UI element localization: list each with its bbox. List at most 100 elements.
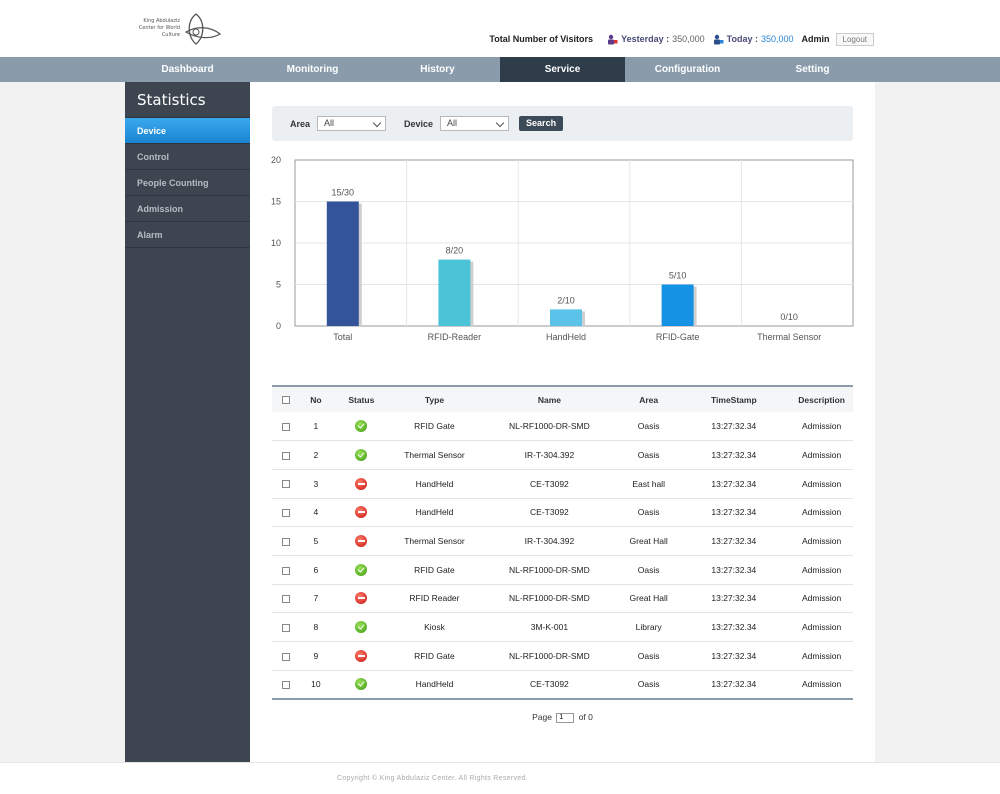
area-select-value: All [324, 118, 335, 128]
main-content: Area All Device All Search 0 5 10 15 20 15/30… [250, 82, 875, 762]
main-nav-items: Dashboard Monitoring History Service Con… [125, 57, 875, 82]
nav-item-dashboard[interactable]: Dashboard [161, 64, 214, 75]
cell-name: NL-RF1000-DR-SMD [509, 421, 590, 432]
row-select-cell [272, 441, 299, 470]
table-row[interactable]: 4 HandHeld CE-T3092 Oasis 13:27:32.34 Admissi… [272, 498, 853, 527]
nav-item-monitoring[interactable]: Monitoring [286, 64, 339, 75]
row-select-cell [272, 642, 299, 671]
nav-item-setting[interactable]: Setting [795, 64, 830, 75]
cell-desc: Admission [802, 478, 842, 489]
cell-area: Oasis [637, 507, 660, 518]
cell-type: Kiosk [424, 622, 445, 633]
today-label: Today : [726, 34, 758, 44]
logout-button[interactable]: Logout [835, 32, 874, 46]
x-tick-label: HandHeld [546, 332, 586, 342]
data-label: 5/10 [669, 271, 687, 281]
search-button[interactable]: Search [519, 116, 564, 131]
logo[interactable]: King Abdulaziz Center for World Culture [124, 12, 224, 46]
cell-no: 6 [313, 564, 319, 575]
logo-text-line2: Center for World Culture [138, 25, 180, 38]
status-ok-icon [355, 563, 368, 576]
cell-ts: 13:27:32.34 [711, 507, 757, 518]
table-row[interactable]: 8 Kiosk 3M-K-001 Library 13:27:32.34 Admissio… [272, 613, 853, 642]
row-checkbox[interactable] [281, 566, 290, 575]
cell-area: Oasis [637, 450, 660, 461]
row-checkbox[interactable] [281, 652, 290, 661]
cell-ts: 13:27:32.34 [711, 593, 757, 604]
table-row[interactable]: 9 RFID Gate NL-RF1000-DR-SMD Oasis 13:27:32.… [272, 642, 853, 671]
device-select-value: All [447, 118, 458, 128]
row-select-cell [272, 469, 299, 498]
filter-bar: Area All Device All Search [272, 106, 853, 141]
col-description: Description [798, 394, 845, 405]
user-name: Admin [801, 34, 830, 44]
cell-type: RFID Reader [409, 593, 460, 604]
status-error-icon [355, 535, 368, 548]
cell-status [333, 441, 390, 470]
table-row[interactable]: 6 RFID Gate NL-RF1000-DR-SMD Oasis 13:27:32.… [272, 555, 853, 585]
page-input[interactable] [556, 712, 575, 723]
sidebar-item-people-counting[interactable]: People Counting [125, 170, 250, 196]
row-select-cell [272, 412, 299, 441]
status-error-icon [355, 506, 368, 519]
person-icon [608, 34, 618, 44]
sidebar-item-device[interactable]: Device [125, 118, 250, 144]
status-error-icon [355, 592, 368, 605]
area-select[interactable]: All [317, 116, 387, 131]
table-row[interactable]: 2 Thermal Sensor IR-T-304.392 Oasis 13:27:32… [272, 441, 853, 470]
data-label: 15/30 [332, 188, 355, 198]
cell-ts: 13:27:32.34 [711, 536, 757, 547]
bar [661, 284, 694, 326]
row-checkbox[interactable] [281, 509, 290, 518]
row-checkbox[interactable] [281, 422, 290, 431]
table-body: 1 RFID Gate NL-RF1000-DR-SMD Oasis 13:27:32.… [272, 412, 853, 699]
person-icon [713, 34, 724, 44]
nav-item-history[interactable]: History [420, 64, 455, 75]
cell-type: RFID Gate [414, 650, 455, 661]
cell-status [333, 670, 390, 699]
device-select[interactable]: All [440, 116, 510, 131]
row-checkbox[interactable] [281, 537, 290, 546]
status-error-icon [355, 477, 368, 490]
row-checkbox[interactable] [281, 451, 290, 460]
row-checkbox[interactable] [281, 595, 290, 604]
row-checkbox[interactable] [281, 480, 290, 489]
device-label: Device [404, 118, 434, 129]
cell-no: 4 [313, 507, 319, 518]
table-row[interactable]: 7 RFID Reader NL-RF1000-DR-SMD Great Hall 13… [272, 584, 853, 613]
cell-ts: 13:27:32.34 [711, 622, 757, 633]
cell-type: RFID Gate [414, 564, 455, 575]
data-label: 2/10 [557, 295, 575, 305]
logo-text-line1: King Abdulaziz [143, 18, 180, 24]
col-type: Type [424, 394, 445, 405]
footer: Copyright © King Abdulaziz Center. All R… [0, 762, 1000, 794]
col-name: Name [537, 394, 561, 405]
table-row[interactable]: 1 RFID Gate NL-RF1000-DR-SMD Oasis 13:27:32.… [272, 412, 853, 441]
row-checkbox[interactable] [281, 623, 290, 632]
table-row[interactable]: 3 HandHeld CE-T3092 East hall 13:27:32.34 Adm… [272, 469, 853, 499]
select-all-checkbox[interactable] [281, 396, 290, 405]
nav-item-configuration[interactable]: Configuration [654, 64, 721, 75]
row-select-cell [272, 555, 299, 584]
cell-name: CE-T3092 [530, 679, 569, 690]
cell-status [333, 613, 390, 642]
y-tick-label: 0 [276, 321, 281, 331]
cell-no: 10 [311, 679, 321, 690]
table-row[interactable]: 5 Thermal Sensor IR-T-304.392 Great Hall 13:… [272, 527, 853, 556]
table-row[interactable]: 10 HandHeld CE-T3092 Oasis 13:27:32.34 Admiss… [272, 670, 853, 699]
nav-item-service[interactable]: Service [500, 57, 625, 82]
sidebar-item-control[interactable]: Control [125, 144, 250, 170]
sidebar-item-alarm[interactable]: Alarm [125, 222, 250, 248]
table-header-row: No Status Type Name Area TimeStamp Descr… [272, 386, 853, 412]
sidebar-item-admission[interactable]: Admission [125, 196, 250, 222]
area-label: Area [290, 118, 311, 129]
col-timestamp: TimeStamp [710, 394, 757, 405]
pagination: Page of 0 [250, 712, 875, 723]
x-tick-label: RFID-Reader [428, 332, 482, 342]
cell-status [333, 412, 390, 441]
data-label: 8/20 [446, 246, 464, 256]
bar [326, 201, 359, 326]
row-checkbox[interactable] [281, 681, 290, 690]
cell-name: NL-RF1000-DR-SMD [509, 650, 590, 661]
